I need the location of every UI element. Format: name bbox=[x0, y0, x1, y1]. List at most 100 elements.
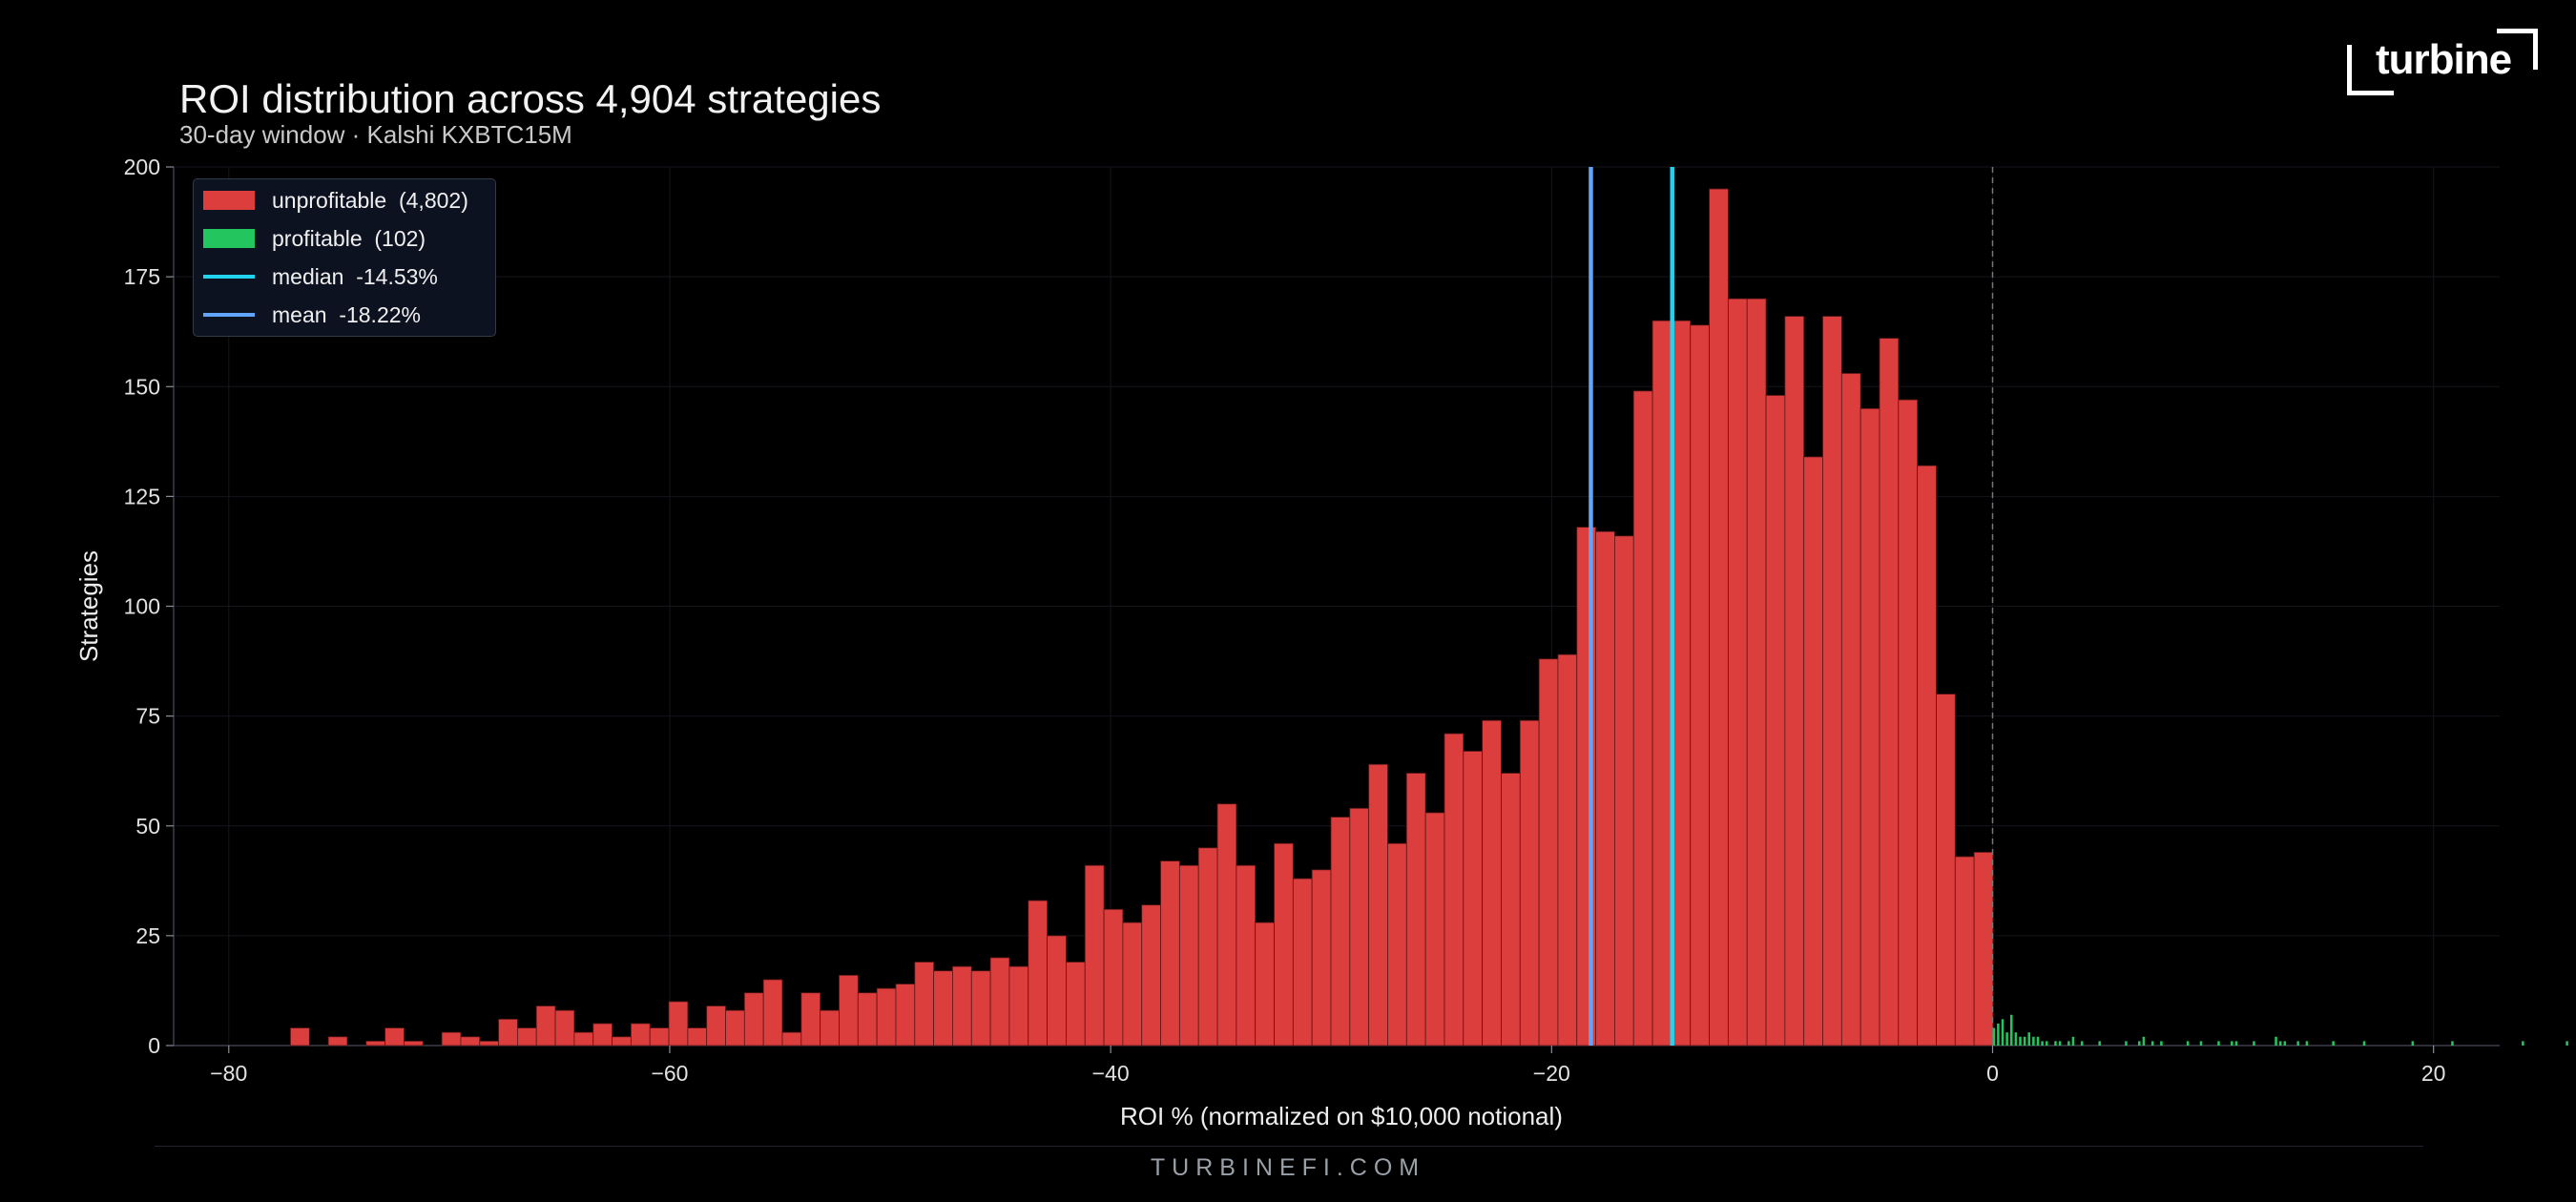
unprofitable-bar bbox=[290, 1027, 310, 1047]
profitable-bar bbox=[2098, 1041, 2101, 1046]
profitable-bar bbox=[2522, 1041, 2524, 1046]
unprofitable-bar bbox=[820, 1009, 840, 1047]
profitable-bar bbox=[2231, 1041, 2233, 1046]
unprofitable-bar bbox=[1292, 878, 1313, 1047]
x-tick-label: −40 bbox=[1092, 1061, 1130, 1086]
profitable-bar bbox=[1992, 1027, 1996, 1046]
unprofitable-bar bbox=[1141, 904, 1161, 1047]
unprofitable-bar bbox=[1879, 338, 1900, 1047]
profitable-bar bbox=[2253, 1041, 2255, 1046]
unprofitable-bar bbox=[1840, 373, 1861, 1047]
unprofitable-bar bbox=[725, 1009, 745, 1047]
unprofitable-bar bbox=[1349, 807, 1370, 1047]
unprofitable-bar bbox=[1973, 851, 1994, 1047]
unprofitable-bar bbox=[1236, 864, 1257, 1047]
chart-subtitle: 30-day window · Kalshi KXBTC15M bbox=[179, 120, 572, 149]
unprofitable-bar bbox=[327, 1036, 348, 1047]
unprofitable-bar bbox=[1557, 653, 1578, 1047]
profitable-bar bbox=[2278, 1041, 2282, 1046]
profitable-bar bbox=[2199, 1041, 2203, 1046]
profitable-bar bbox=[2032, 1036, 2035, 1046]
profitable-bar bbox=[2217, 1041, 2220, 1046]
profitable-bar bbox=[2332, 1041, 2335, 1046]
unprofitable-bar bbox=[1103, 908, 1124, 1047]
logo-bracket-icon bbox=[2347, 45, 2394, 95]
profitable-bar bbox=[2451, 1041, 2454, 1046]
profitable-bar bbox=[2138, 1041, 2141, 1046]
profitable-bar bbox=[1997, 1023, 2000, 1046]
unprofitable-bar bbox=[1047, 935, 1067, 1047]
unprofitable-bar bbox=[630, 1023, 651, 1047]
legend-item-profitable: profitable (102) bbox=[203, 219, 426, 258]
unprofitable-bar bbox=[1690, 324, 1710, 1047]
profitable-bar bbox=[2275, 1036, 2277, 1046]
unprofitable-bar bbox=[1898, 399, 1919, 1047]
legend-swatch-profitable bbox=[203, 229, 255, 248]
profitable-bar bbox=[2305, 1041, 2309, 1046]
unprofitable-bar bbox=[1330, 817, 1351, 1047]
y-tick-label: 25 bbox=[135, 923, 160, 948]
unprofitable-bar bbox=[1274, 842, 1294, 1047]
unprofitable-bar bbox=[1784, 316, 1805, 1047]
chart-title: ROI distribution across 4,904 strategies bbox=[179, 76, 882, 121]
brand-name: turbine bbox=[2376, 36, 2512, 83]
unprofitable-bar bbox=[1727, 298, 1748, 1047]
unprofitable-bar bbox=[1028, 900, 1048, 1047]
x-tick-label: −60 bbox=[651, 1061, 688, 1086]
profitable-bar bbox=[2014, 1032, 2018, 1046]
legend-label: median -14.53% bbox=[272, 263, 438, 289]
unprofitable-bar bbox=[1405, 773, 1426, 1047]
unprofitable-bar bbox=[1954, 856, 1975, 1047]
legend-item-unprofitable: unprofitable (4,802) bbox=[203, 181, 468, 219]
legend-label: unprofitable (4,802) bbox=[272, 187, 468, 213]
chart-legend: unprofitable (4,802) profitable (102) me… bbox=[193, 178, 496, 337]
unprofitable-bar bbox=[1424, 812, 1445, 1047]
unprofitable-bar bbox=[762, 979, 783, 1047]
y-tick-label: 150 bbox=[124, 374, 160, 399]
footer-url: TURBINEFI.COM bbox=[1150, 1154, 1426, 1181]
unprofitable-bar bbox=[535, 1005, 556, 1047]
unprofitable-bar bbox=[1917, 465, 1937, 1047]
unprofitable-bar bbox=[857, 992, 878, 1047]
brand-logo: turbine bbox=[2347, 29, 2538, 95]
legend-line-mean bbox=[203, 313, 255, 317]
profitable-bar bbox=[2411, 1041, 2415, 1046]
unprofitable-bar bbox=[1122, 922, 1143, 1047]
legend-swatch-unprofitable bbox=[203, 191, 255, 210]
legend-item-median: median -14.53% bbox=[203, 258, 438, 296]
unprofitable-bar bbox=[668, 1001, 689, 1047]
profitable-bar bbox=[2362, 1041, 2366, 1046]
unprofitable-bar bbox=[573, 1031, 594, 1047]
profitable-bar bbox=[2283, 1041, 2287, 1046]
profitable-bar bbox=[2019, 1036, 2022, 1046]
logo-bracket-icon bbox=[2497, 29, 2538, 70]
unprofitable-bar bbox=[1160, 860, 1180, 1047]
unprofitable-bar bbox=[404, 1040, 424, 1047]
x-tick-label: 20 bbox=[2421, 1061, 2446, 1086]
unprofitable-bar bbox=[1936, 694, 1956, 1047]
profitable-bar bbox=[2005, 1032, 2008, 1046]
x-tick-label: 0 bbox=[1986, 1061, 1999, 1086]
footer-divider bbox=[155, 1146, 2423, 1147]
unprofitable-bar bbox=[839, 974, 859, 1047]
unprofitable-bar bbox=[1387, 842, 1407, 1047]
profitable-bar bbox=[2566, 1041, 2568, 1046]
unprofitable-bar bbox=[1482, 719, 1502, 1047]
profitable-bar bbox=[2160, 1041, 2163, 1046]
legend-label: mean -18.22% bbox=[272, 301, 421, 327]
unprofitable-bar bbox=[876, 987, 897, 1047]
y-tick-label: 175 bbox=[124, 264, 160, 289]
unprofitable-bar bbox=[498, 1018, 518, 1047]
profitable-bar bbox=[2027, 1032, 2031, 1046]
unprofitable-bar bbox=[1803, 456, 1823, 1047]
profitable-bar bbox=[2036, 1036, 2040, 1046]
profitable-bar bbox=[2071, 1036, 2075, 1046]
unprofitable-bar bbox=[1255, 922, 1275, 1047]
unprofitable-bar bbox=[1463, 751, 1484, 1047]
unprofitable-bar bbox=[1765, 395, 1786, 1047]
unprofitable-bar bbox=[1632, 390, 1653, 1047]
legend-item-mean: mean -18.22% bbox=[203, 296, 421, 334]
unprofitable-bar bbox=[612, 1036, 632, 1047]
profitable-bar bbox=[2234, 1041, 2238, 1046]
profitable-bar bbox=[2296, 1041, 2299, 1046]
